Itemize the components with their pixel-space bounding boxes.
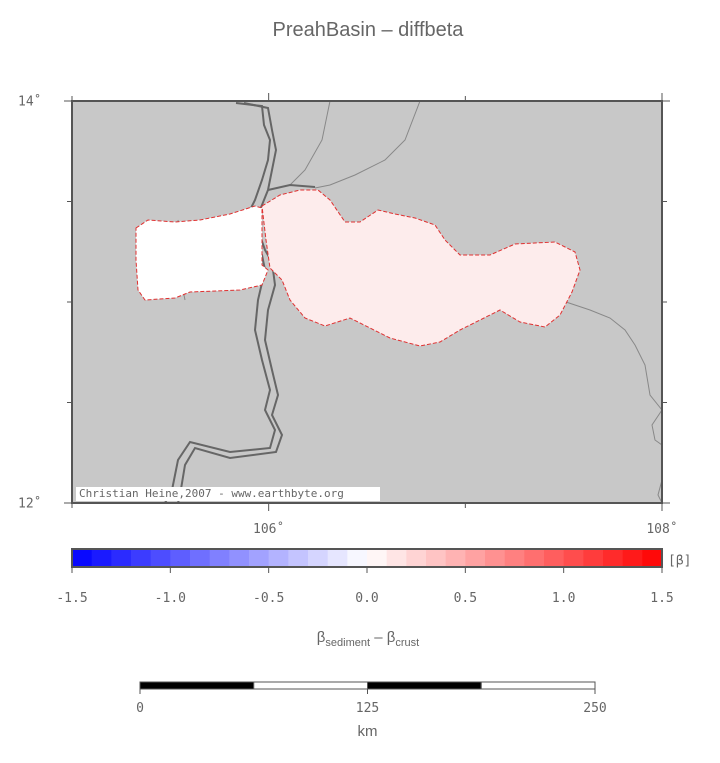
colorbar-tick-label: -1.5 (56, 591, 87, 606)
colorbar-cell (327, 549, 348, 567)
scalebar-tick-label: 0 (136, 701, 144, 716)
scalebar-segment (367, 681, 482, 690)
colorbar-cell (72, 549, 93, 567)
colorbar-cell (622, 549, 643, 567)
basin-zero (135, 205, 269, 301)
scalebar-tick-label: 125 (356, 701, 379, 716)
colorbar-cell (190, 549, 211, 567)
colorbar-tick-label: 1.5 (650, 591, 673, 606)
lat-label: 12˚ (18, 496, 41, 512)
colorbar-cell (642, 549, 663, 567)
colorbar-cell (91, 549, 112, 567)
scalebar-unit: km (358, 723, 378, 740)
lon-label: 106˚ (253, 521, 284, 537)
lat-label: 14˚ (18, 94, 41, 110)
colorbar-cell (603, 549, 624, 567)
scalebar-segment (139, 681, 255, 690)
colorbar-cell (308, 549, 329, 567)
colorbar-tick-label: 1.0 (552, 591, 575, 606)
colorbar-cell (544, 549, 565, 567)
colorbar-cell (170, 549, 191, 567)
lon-label: 108˚ (646, 521, 677, 537)
label-part: β (317, 629, 326, 646)
colorbar-cell (426, 549, 447, 567)
colorbar-cell (111, 549, 132, 567)
colorbar-tick-label: -0.5 (253, 591, 284, 606)
colorbar-tick-label: -1.0 (155, 591, 186, 606)
colorbar-cell (288, 549, 309, 567)
credit-box (76, 487, 380, 501)
scalebar-segment (480, 681, 596, 690)
colorbar-cell (563, 549, 584, 567)
colorbar-cell (131, 549, 152, 567)
scalebar-tick-label: 250 (583, 701, 606, 716)
colorbar-cell (367, 549, 388, 567)
basin-positive (261, 189, 581, 347)
colorbar-label: βsediment – βcrust (317, 629, 419, 649)
colorbar-unit: [β] (668, 554, 691, 569)
credit: Christian Heine,2007 - www.earthbyte.org (79, 487, 344, 500)
colorbar-tick-label: 0.0 (355, 591, 378, 606)
colorbar-cell (485, 549, 506, 567)
colorbar-cell (465, 549, 486, 567)
colorbar-cell (406, 549, 427, 567)
colorbar-cell (209, 549, 230, 567)
label-part: crust (395, 637, 419, 649)
title: PreahBasin – diffbeta (273, 19, 465, 41)
rivers-major (164, 102, 316, 504)
label-part: β (387, 629, 396, 646)
colorbar-cell (150, 549, 171, 567)
colorbar-tick-label: 0.5 (454, 591, 477, 606)
colorbar-cell (249, 549, 270, 567)
colorbar-cell (268, 549, 289, 567)
label-part: sediment (325, 637, 370, 649)
colorbar-cell (445, 549, 466, 567)
colorbar-cell (583, 549, 604, 567)
colorbar-cell (229, 549, 250, 567)
colorbar-cell (524, 549, 545, 567)
colorbar-cell (386, 549, 407, 567)
colorbar-cell (347, 549, 368, 567)
label-part: – (370, 629, 387, 646)
colorbar-cell (504, 549, 525, 567)
scalebar-segment (253, 681, 368, 690)
